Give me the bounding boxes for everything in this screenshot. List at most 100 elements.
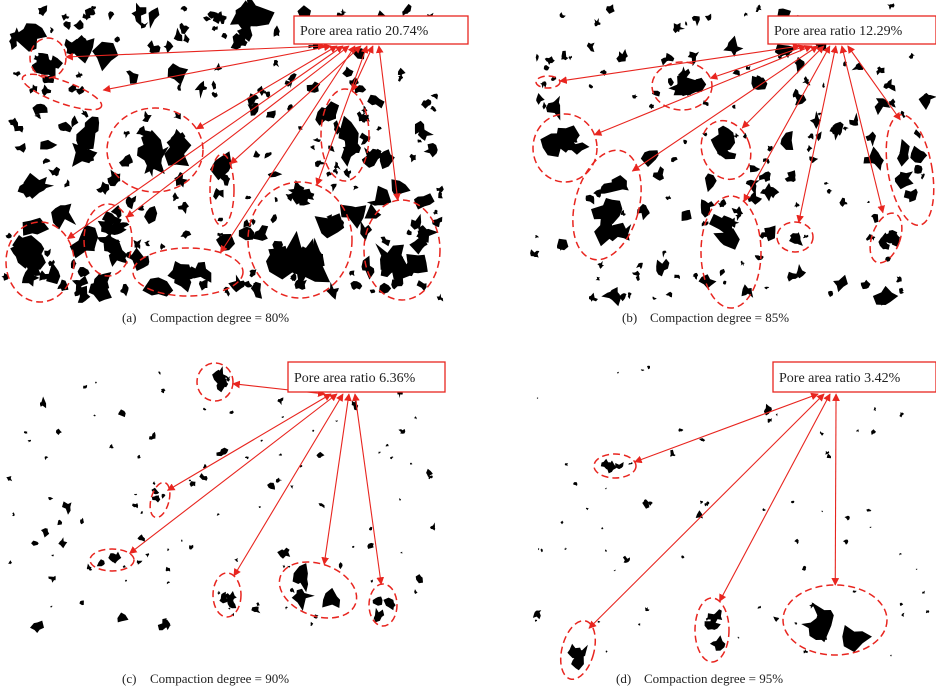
pore [636, 263, 643, 269]
pore [239, 227, 255, 241]
pore [874, 407, 877, 411]
pore [636, 275, 640, 281]
pore [561, 521, 564, 525]
pore [409, 239, 427, 255]
pore [189, 480, 191, 482]
pore [31, 541, 39, 546]
pore [720, 269, 725, 276]
pore [693, 273, 698, 280]
pore [362, 256, 375, 280]
pore [212, 92, 218, 98]
pore [530, 249, 539, 258]
pore [125, 580, 127, 582]
pore [373, 597, 383, 606]
pore [322, 588, 340, 608]
pore [93, 414, 96, 416]
pore [316, 452, 324, 458]
pointer-arrow [379, 46, 398, 200]
pore [617, 372, 619, 374]
pore [409, 154, 415, 163]
pore [78, 267, 90, 277]
pore [871, 429, 876, 435]
pore [661, 53, 674, 66]
pore [217, 591, 220, 595]
pore [870, 527, 872, 528]
figure: Pore area ratio 20.74%(a)Compaction degr… [0, 0, 936, 695]
pore [44, 249, 51, 257]
pore [229, 411, 234, 415]
pore [843, 540, 848, 545]
pore [293, 563, 309, 592]
pore [336, 420, 338, 422]
pore [403, 254, 428, 273]
pore [414, 589, 417, 594]
pore [310, 622, 313, 626]
pore [226, 376, 230, 382]
pore [279, 453, 282, 456]
pore [290, 588, 295, 593]
pore [418, 130, 434, 141]
pore [40, 140, 57, 150]
pore [656, 259, 669, 277]
pore [705, 14, 711, 21]
pore [692, 16, 700, 26]
pore [645, 607, 650, 611]
pointer-arrow [589, 394, 824, 628]
pore [43, 158, 51, 164]
pore [76, 126, 96, 150]
pore [666, 292, 673, 298]
panel-label: (d) [616, 671, 631, 686]
pore [28, 440, 32, 443]
pore [414, 416, 416, 419]
pore [214, 63, 222, 71]
pore [369, 527, 372, 531]
pore [341, 9, 347, 16]
pore [573, 482, 577, 486]
pore [652, 297, 656, 300]
pore [264, 90, 271, 98]
pore [433, 210, 438, 215]
pore [606, 651, 608, 653]
pore [48, 167, 60, 177]
pore [808, 133, 814, 139]
pore [391, 179, 410, 196]
pore [352, 546, 354, 548]
pore [699, 438, 705, 442]
pore [212, 26, 218, 31]
pore [417, 280, 427, 291]
pore [589, 293, 598, 302]
pore [181, 539, 183, 542]
annotation-text: Pore area ratio 6.36% [294, 371, 416, 386]
pore [379, 452, 381, 454]
pore [277, 397, 283, 405]
pore [744, 13, 747, 17]
pore [273, 60, 279, 67]
pointer-arrow [103, 46, 331, 90]
pore [673, 23, 685, 33]
pore [213, 188, 224, 200]
pore [398, 429, 405, 434]
pore [114, 36, 120, 42]
pore [123, 565, 126, 568]
pore [648, 502, 652, 507]
pore [598, 621, 601, 623]
pore [560, 12, 566, 18]
pore [411, 214, 422, 230]
pore [307, 82, 321, 93]
pore [536, 93, 545, 105]
pore [162, 494, 166, 499]
pore [605, 550, 607, 553]
pore [167, 581, 170, 584]
pore [890, 655, 891, 656]
pore [628, 292, 632, 299]
pore [557, 239, 568, 251]
pore [45, 456, 49, 460]
pore [791, 501, 795, 504]
pore [873, 286, 898, 305]
pore [390, 456, 393, 459]
pore [256, 602, 260, 607]
pore [199, 280, 208, 291]
pore [8, 118, 18, 131]
pore [866, 509, 871, 512]
pore [134, 494, 137, 496]
